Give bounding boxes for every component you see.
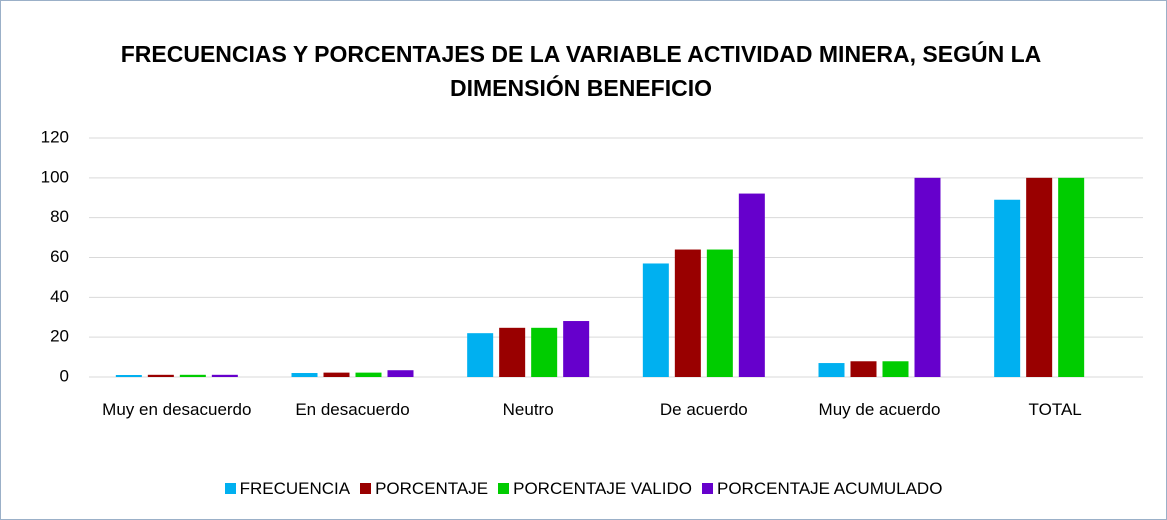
x-tick-label: Muy de acuerdo (818, 400, 941, 419)
x-tick-label: TOTAL (1028, 400, 1082, 419)
bar (674, 249, 701, 377)
legend: FRECUENCIA PORCENTAJE PORCENTAJE VALIDO POR… (1, 479, 1166, 499)
bar (355, 372, 382, 377)
x-tick-label: Neutro (502, 400, 554, 419)
bar (387, 370, 414, 377)
legend-item: PORCENTAJE (360, 479, 488, 499)
bar (323, 372, 350, 377)
bar (914, 177, 941, 377)
legend-swatch (224, 483, 236, 494)
bar (738, 193, 765, 377)
x-tick-label: En desacuerdo (295, 400, 410, 419)
bar (994, 199, 1021, 377)
y-tick-label: 60 (50, 247, 69, 266)
bar (706, 249, 733, 377)
legend-label: FRECUENCIA (239, 479, 351, 498)
bar (147, 374, 174, 377)
legend-item: PORCENTAJE VALIDO (498, 479, 692, 499)
x-tick-label: De acuerdo (659, 400, 748, 419)
y-tick-label: 0 (60, 366, 69, 385)
legend-label: PORCENTAJE ACUMULADO (716, 479, 943, 498)
legend-swatch (498, 483, 510, 494)
bar (467, 333, 494, 377)
bar (499, 327, 526, 377)
legend-label: PORCENTAJE (375, 479, 489, 498)
bar (179, 374, 206, 377)
bar (642, 263, 669, 377)
bar (882, 361, 909, 377)
bar (1058, 177, 1085, 377)
bar (211, 374, 238, 377)
bar (291, 373, 318, 377)
bar (1026, 177, 1053, 377)
legend-swatch (701, 483, 713, 494)
legend-label: PORCENTAJE VALIDO (513, 479, 692, 498)
legend-swatch (360, 483, 372, 494)
x-tick-label: Muy en desacuerdo (102, 400, 252, 419)
y-tick-label: 40 (50, 287, 69, 306)
y-tick-label: 80 (50, 207, 69, 226)
y-tick-label: 120 (41, 127, 69, 146)
y-tick-label: 20 (50, 327, 69, 346)
bar (115, 375, 142, 377)
bar (531, 327, 558, 377)
bar (563, 321, 590, 377)
y-tick-label: 100 (41, 167, 69, 186)
bar (818, 363, 845, 377)
chart-title: FRECUENCIAS Y PORCENTAJES DE LA VARIABLE… (120, 41, 1042, 101)
bar (850, 361, 877, 377)
legend-item: FRECUENCIA (224, 479, 351, 499)
legend-item: PORCENTAJE ACUMULADO (701, 479, 943, 499)
